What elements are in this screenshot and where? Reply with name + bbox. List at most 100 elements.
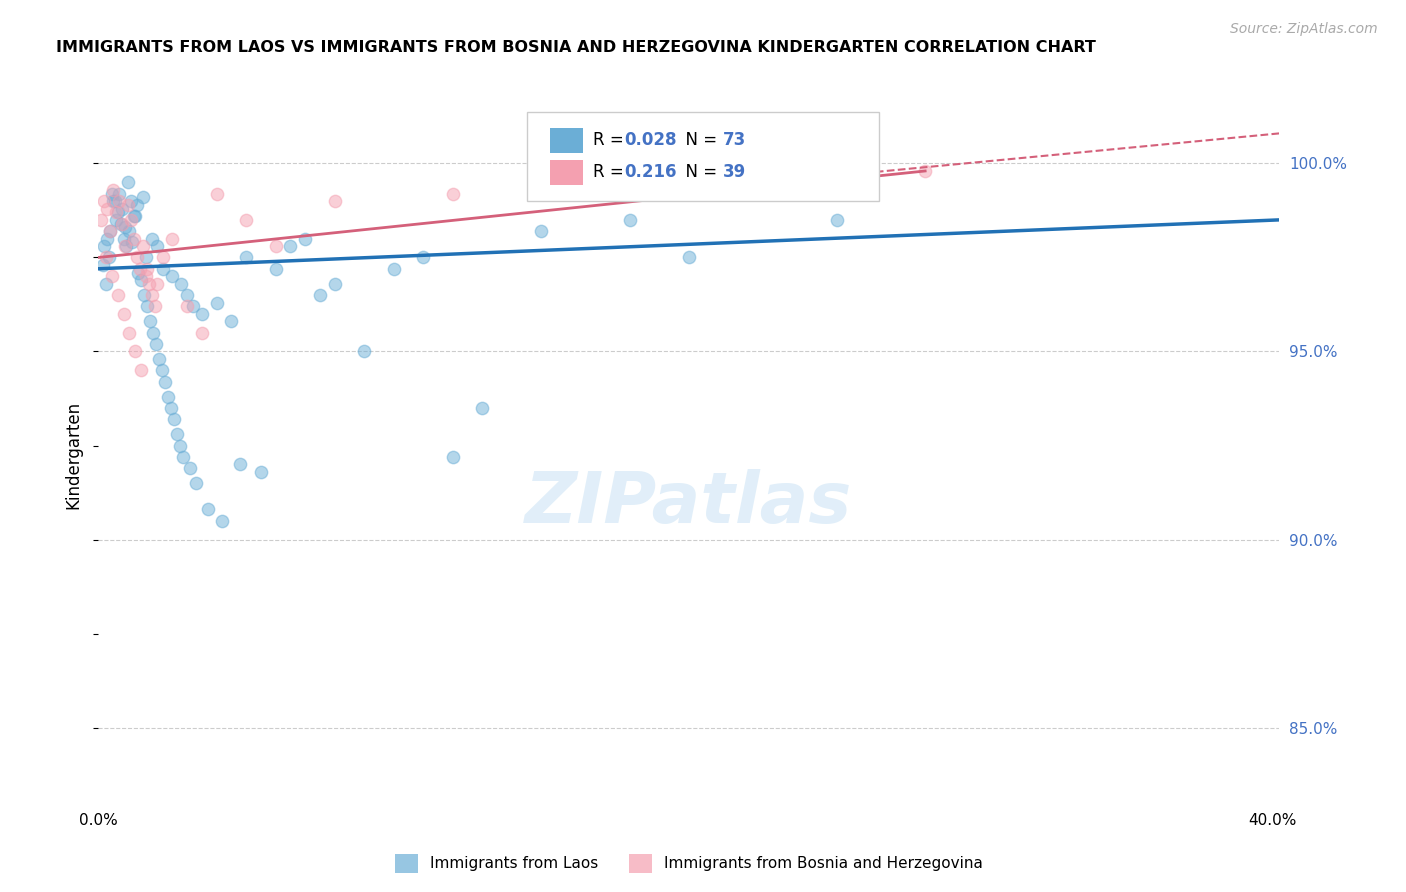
Point	[110, 217, 132, 231]
Text: 40.0%: 40.0%	[1249, 814, 1296, 828]
Point	[117, 175, 139, 189]
Point	[152, 261, 174, 276]
Point	[323, 277, 346, 291]
Point	[166, 427, 188, 442]
Point	[100, 186, 122, 201]
Point	[197, 502, 219, 516]
Point	[138, 277, 160, 291]
Point	[94, 251, 117, 265]
Point	[107, 205, 129, 219]
Point	[150, 363, 173, 377]
Point	[181, 299, 204, 313]
Point	[98, 224, 121, 238]
Point	[159, 401, 181, 415]
Point	[98, 224, 121, 238]
Point	[412, 251, 434, 265]
Point	[112, 232, 135, 246]
Point	[114, 220, 136, 235]
Point	[172, 450, 194, 464]
Point	[184, 476, 207, 491]
Point	[309, 288, 332, 302]
Point	[104, 194, 127, 208]
Text: N =: N =	[675, 163, 723, 181]
Point	[280, 239, 302, 253]
Point	[105, 205, 128, 219]
Point	[221, 314, 243, 328]
Point	[136, 299, 159, 313]
Point	[205, 186, 228, 201]
Point	[100, 269, 122, 284]
Text: IMMIGRANTS FROM LAOS VS IMMIGRANTS FROM BOSNIA AND HERZEGOVINA KINDERGARTEN CORR: IMMIGRANTS FROM LAOS VS IMMIGRANTS FROM …	[56, 40, 1097, 55]
Point	[152, 251, 174, 265]
Point	[97, 251, 120, 265]
Y-axis label: Kindergarten: Kindergarten	[65, 401, 83, 509]
Point	[118, 224, 141, 238]
Point	[105, 212, 128, 227]
Point	[117, 198, 139, 212]
Point	[619, 212, 641, 227]
Point	[191, 307, 214, 321]
Point	[382, 261, 405, 276]
Point	[169, 438, 191, 452]
Point	[96, 202, 118, 216]
Point	[90, 212, 112, 227]
Point	[108, 186, 131, 201]
Point	[441, 450, 464, 464]
Point	[162, 269, 183, 284]
Point	[235, 251, 257, 265]
Point	[129, 363, 152, 377]
Point	[112, 307, 135, 321]
Point	[125, 251, 148, 265]
Point	[141, 288, 163, 302]
Text: 73: 73	[723, 131, 747, 149]
Point	[264, 261, 287, 276]
Text: N =: N =	[675, 131, 723, 149]
Text: R =: R =	[593, 131, 630, 149]
Point	[111, 217, 134, 231]
Point	[127, 266, 149, 280]
Point	[176, 299, 198, 313]
Point	[162, 232, 183, 246]
Point	[141, 232, 163, 246]
Point	[678, 251, 700, 265]
Point	[94, 277, 117, 291]
Point	[103, 183, 125, 197]
Point	[120, 212, 142, 227]
Point	[115, 239, 138, 253]
Point	[143, 299, 166, 313]
Point	[191, 326, 214, 340]
Point	[163, 412, 186, 426]
Point	[124, 209, 146, 223]
Point	[93, 194, 115, 208]
Point	[148, 351, 170, 366]
Point	[176, 288, 198, 302]
Text: Source: ZipAtlas.com: Source: ZipAtlas.com	[1230, 22, 1378, 37]
Point	[107, 288, 129, 302]
Point	[153, 375, 176, 389]
Point	[122, 209, 145, 223]
Point	[179, 461, 201, 475]
Point	[678, 175, 700, 189]
Point	[128, 261, 150, 276]
Point	[146, 239, 169, 253]
Point	[125, 198, 148, 212]
Point	[118, 326, 141, 340]
Point	[114, 239, 136, 253]
Point	[323, 194, 346, 208]
Text: 0.0%: 0.0%	[79, 814, 118, 828]
Point	[156, 390, 179, 404]
Point	[134, 288, 156, 302]
Point	[121, 235, 143, 250]
Point	[294, 232, 316, 246]
Point	[111, 202, 134, 216]
Point	[471, 401, 494, 415]
Point	[146, 277, 169, 291]
Text: R =: R =	[593, 163, 630, 181]
Text: 39: 39	[723, 163, 747, 181]
Point	[136, 261, 159, 276]
Point	[441, 186, 464, 201]
Point	[132, 239, 155, 253]
Point	[211, 514, 233, 528]
Legend: Immigrants from Laos, Immigrants from Bosnia and Herzegovina: Immigrants from Laos, Immigrants from Bo…	[389, 847, 988, 879]
Point	[170, 277, 193, 291]
